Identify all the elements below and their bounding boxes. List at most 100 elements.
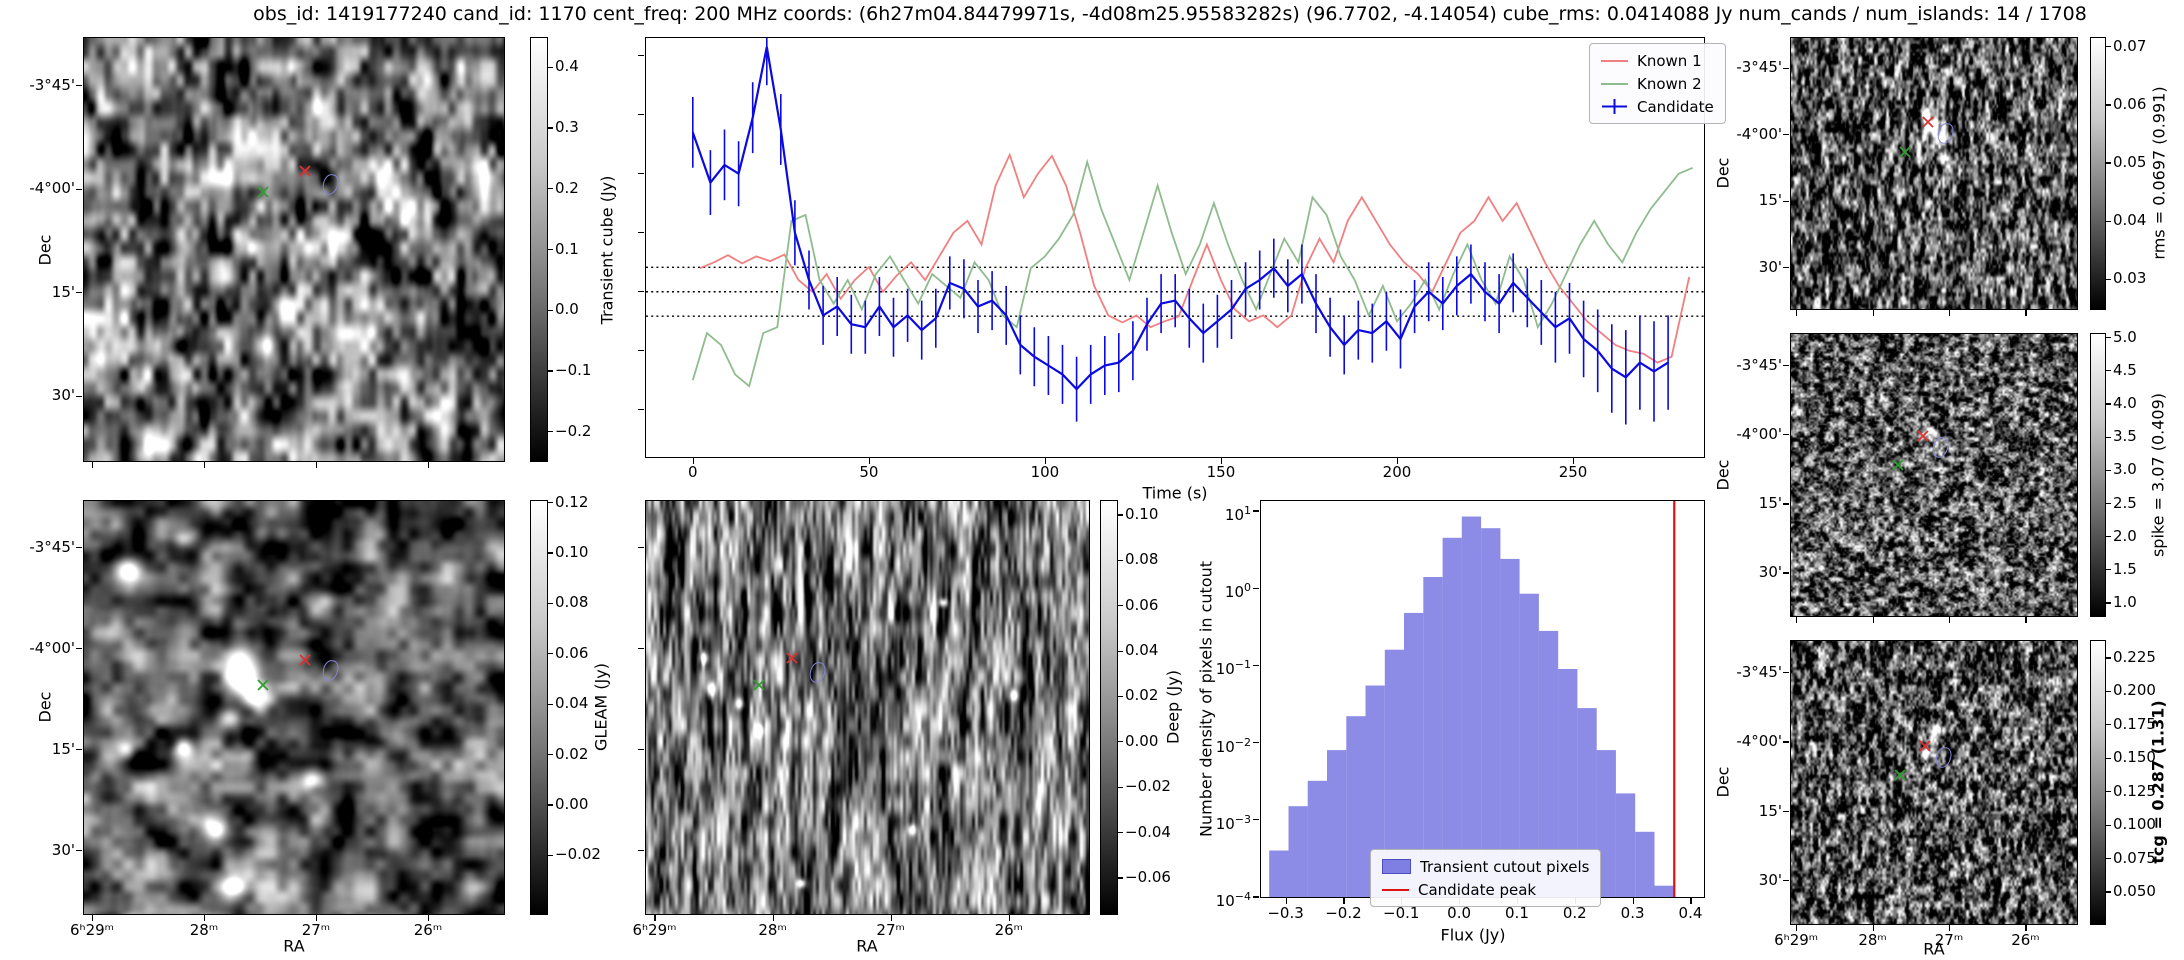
histogram-bar (1538, 630, 1559, 897)
colorbar-tick-label: 0.03 (2113, 269, 2147, 288)
ra-tick-mark (654, 915, 656, 921)
histogram-bar (1558, 669, 1578, 897)
time-axis-label: Time (s) (1142, 483, 1208, 503)
histogram-bar (1654, 885, 1674, 897)
candidate-x-marker-icon (786, 652, 798, 664)
legend-label: Known 1 (1637, 51, 1702, 70)
colorbar-tick-mark (1118, 741, 1123, 743)
ra-tick-mark (1948, 310, 1951, 316)
colorbar-tick-mark (548, 431, 553, 433)
colorbar-tick-mark (1118, 695, 1123, 698)
colorbar-tick-label: −0.1 (555, 360, 592, 379)
dec-axis-label: Dec (35, 691, 55, 723)
colorbar-tick-label: 0.00 (555, 795, 589, 814)
dec-tick-mark (1783, 672, 1789, 674)
ra-tick-label: 27ᵐ (1934, 931, 1964, 949)
colorbar-tick-mark (548, 754, 553, 756)
histogram-bar (1404, 612, 1424, 897)
known-source-x-marker-icon (1899, 146, 1912, 158)
density-tick-mark (1253, 510, 1259, 512)
ra-tick-mark (1948, 925, 1951, 931)
colorbar-tick-mark (2106, 757, 2111, 759)
time-tick-label: 150 (1206, 463, 1236, 481)
flux-tick-mark (638, 409, 644, 411)
time-tick-mark (1220, 458, 1223, 464)
colorbar-tick-mark (1118, 786, 1123, 788)
dec-tick-mark (76, 85, 82, 87)
histogram-patch-swatch (1382, 859, 1411, 874)
flux-histogram-plot (1260, 500, 1705, 898)
flux-tick-label: −0.1 (1383, 904, 1420, 922)
deep-image (646, 501, 1089, 914)
colorbar-tick-label: 0.04 (2113, 211, 2147, 230)
colorbar-tick-label: 0.10 (1125, 504, 1159, 523)
known-source-x-marker-icon (1892, 459, 1904, 471)
colorbar-tick-label: 2.5 (2113, 493, 2137, 512)
known-source-x-marker-icon (1894, 769, 1906, 781)
density-tick-mark (1253, 664, 1259, 667)
histogram-bar (1346, 716, 1366, 897)
colorbar-tick-mark (548, 370, 553, 372)
histogram-bar (1365, 685, 1385, 897)
colorbar-tick-mark (548, 248, 553, 251)
dec-tick-label: -3°45' (29, 537, 75, 556)
candidate-x-marker-icon (298, 165, 311, 177)
dec-tick-label: -4°00' (1736, 732, 1782, 751)
colorbar-tick-mark (1118, 650, 1123, 652)
histogram-bar (1500, 558, 1520, 897)
histogram-bar (1384, 649, 1405, 897)
ra-tick-mark (2025, 310, 2027, 316)
candidate-x-marker-icon (1916, 429, 1929, 442)
histogram-legend: Transient cutout pixels Candidate peak (1370, 849, 1602, 907)
time-tick-mark (1573, 458, 1575, 464)
histogram-bar (1635, 831, 1655, 897)
colorbar-tick-label: 4.0 (2113, 394, 2137, 412)
colorbar-tick-label: −0.02 (1125, 777, 1171, 796)
flux-tick-mark (638, 291, 644, 293)
colorbar-tick-mark (2106, 104, 2111, 106)
colorbar-tick-mark (548, 66, 553, 68)
dec-tick-mark (1783, 880, 1789, 882)
density-tick-mark (1253, 819, 1259, 821)
histogram-bar (1288, 806, 1308, 897)
known-1-line (699, 152, 1691, 364)
dec-tick-mark (638, 850, 644, 852)
dec-tick-mark (1783, 434, 1789, 436)
time-tick-mark (1396, 458, 1399, 464)
ra-tick-label: 6ʰ29ᵐ (1774, 931, 1819, 949)
dec-tick-mark (76, 188, 82, 190)
colorbar-tick-mark (548, 188, 553, 190)
ra-axis-label: RA (283, 936, 305, 956)
colorbar-tick-mark (2106, 657, 2111, 659)
ra-tick-mark (1796, 925, 1798, 931)
dec-tick-label: 15' (1758, 493, 1782, 512)
known-source-x-marker-icon (753, 679, 765, 691)
colorbar-tick-mark (2106, 370, 2111, 372)
density-tick-mark (1253, 896, 1259, 898)
colorbar-tick-label: 0.125 (2113, 781, 2156, 800)
flux-tick-mark (638, 232, 644, 234)
histogram-bar (1327, 750, 1347, 897)
candidate-line (691, 46, 1669, 391)
known-source-x-marker-icon (256, 679, 269, 691)
colorbar-tick-mark (2106, 502, 2111, 505)
ra-tick-mark (2025, 925, 2027, 931)
colorbar-tick-mark (2106, 220, 2111, 222)
ra-tick-label: 6ʰ29ᵐ (632, 921, 677, 939)
colorbar-tick-mark (548, 552, 553, 554)
dec-tick-label: 30' (51, 840, 75, 859)
time-tick-label: 0 (688, 463, 698, 481)
ra-tick-label: 28ᵐ (1858, 931, 1887, 949)
colorbar-tick-label: 2.0 (2113, 526, 2137, 545)
density-tick-label: 10−1 (1215, 658, 1251, 679)
deep-colorbar (1100, 500, 1118, 915)
transient-colorbar-label: Transient cube (Jy) (597, 175, 617, 325)
density-tick-label: 101 (1224, 504, 1251, 525)
dec-tick-mark (1783, 134, 1789, 136)
time-tick-mark (692, 458, 694, 464)
colorbar-tick-label: 3.5 (2113, 427, 2137, 446)
dec-tick-mark (638, 749, 644, 751)
density-tick-mark (1253, 587, 1259, 589)
colorbar-tick-mark (2106, 469, 2111, 471)
colorbar-tick-label: 0.175 (2113, 714, 2156, 733)
